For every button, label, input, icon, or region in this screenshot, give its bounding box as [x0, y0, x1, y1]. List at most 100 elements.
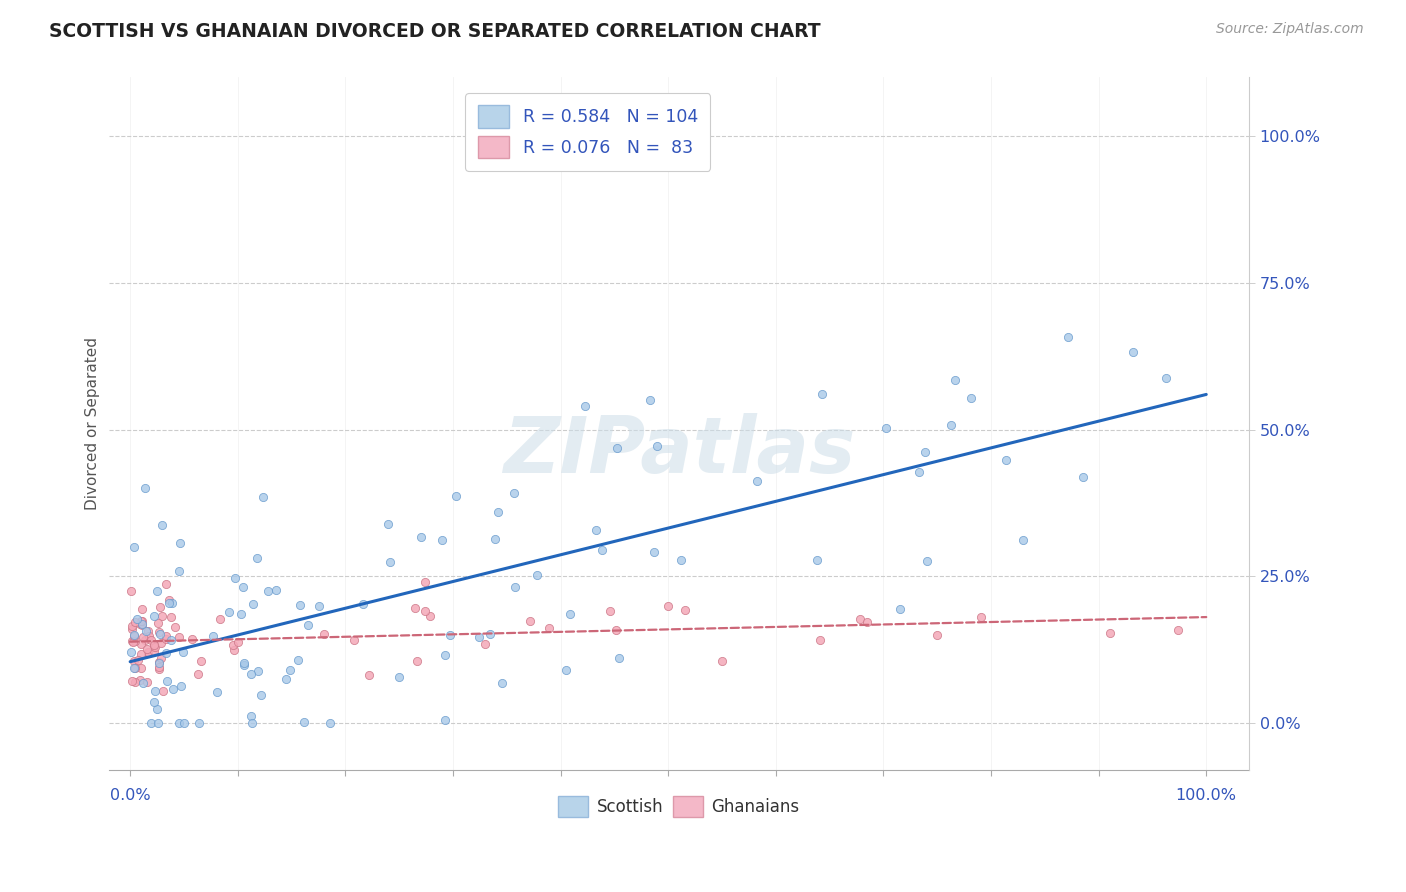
Point: [411, 529, 433, 543]
Point: [205, 684, 228, 698]
Point: [124, 615, 146, 629]
Point: [160, 595, 183, 609]
Point: [439, 628, 461, 642]
Text: SCOTTISH VS GHANAIAN DIVORCED OR SEPARATED CORRELATION CHART: SCOTTISH VS GHANAIAN DIVORCED OR SEPARAT…: [49, 22, 821, 41]
Point: [136, 624, 159, 638]
Text: 0.0%: 0.0%: [110, 788, 150, 803]
Point: [943, 373, 966, 387]
Point: [994, 452, 1017, 467]
Point: [240, 716, 263, 731]
Point: [122, 629, 145, 643]
Point: [121, 633, 143, 648]
Text: ZIPatlas: ZIPatlas: [503, 413, 855, 490]
Point: [308, 599, 330, 613]
Point: [124, 661, 146, 675]
Point: [607, 650, 630, 665]
Point: [148, 716, 170, 731]
Point: [150, 636, 173, 650]
Point: [162, 682, 184, 697]
Point: [574, 399, 596, 413]
Point: [960, 391, 983, 405]
Point: [810, 387, 832, 401]
Point: [160, 609, 183, 624]
Point: [148, 662, 170, 676]
Point: [218, 605, 240, 619]
Point: [640, 393, 662, 408]
Point: [856, 615, 879, 629]
Point: [419, 609, 441, 624]
Point: [152, 683, 174, 698]
Point: [136, 675, 159, 690]
Point: [591, 543, 613, 558]
Point: [1122, 344, 1144, 359]
Point: [278, 664, 301, 678]
Point: [446, 489, 468, 503]
Point: [434, 648, 457, 662]
Point: [415, 604, 437, 618]
Point: [187, 716, 209, 731]
Point: [970, 610, 993, 624]
Point: [222, 638, 245, 652]
Point: [143, 683, 166, 698]
Point: [152, 518, 174, 533]
Point: [127, 653, 149, 667]
Point: [173, 716, 195, 731]
Point: [124, 634, 146, 648]
Point: [167, 716, 190, 731]
Point: [519, 614, 541, 628]
Point: [143, 640, 166, 654]
Point: [503, 580, 526, 594]
Point: [159, 633, 181, 648]
Point: [190, 655, 212, 669]
Point: [710, 654, 733, 668]
Point: [558, 607, 581, 622]
Point: [747, 474, 769, 488]
Point: [139, 633, 162, 648]
Point: [136, 642, 159, 657]
Point: [142, 609, 165, 624]
Point: [1057, 330, 1080, 344]
Text: 100.0%: 100.0%: [1175, 788, 1237, 803]
Point: [889, 601, 911, 615]
Point: [252, 490, 274, 504]
Point: [148, 660, 170, 674]
Point: [122, 540, 145, 554]
Point: [150, 650, 173, 665]
Point: [127, 612, 149, 626]
Point: [129, 615, 152, 629]
Point: [148, 656, 170, 670]
Point: [599, 604, 621, 618]
Point: [129, 617, 152, 632]
Point: [377, 516, 399, 531]
Point: [146, 702, 169, 716]
Point: [148, 655, 170, 669]
Point: [232, 656, 254, 670]
Point: [122, 628, 145, 642]
Point: [131, 614, 153, 628]
Point: [266, 582, 288, 597]
Point: [526, 568, 548, 582]
Point: [143, 695, 166, 709]
Point: [239, 666, 262, 681]
Point: [142, 644, 165, 658]
Point: [239, 708, 262, 723]
Text: Source: ZipAtlas.com: Source: ZipAtlas.com: [1216, 22, 1364, 37]
Point: [1071, 470, 1094, 484]
Point: [131, 617, 153, 632]
Point: [806, 553, 828, 567]
Point: [671, 552, 693, 566]
Point: [246, 551, 269, 566]
Point: [319, 716, 342, 731]
Point: [121, 622, 143, 636]
Point: [915, 554, 938, 568]
Point: [643, 544, 665, 558]
Point: [157, 593, 180, 607]
Legend: Scottish, Ghanaians: Scottish, Ghanaians: [551, 789, 806, 824]
Point: [134, 481, 156, 495]
Point: [606, 441, 628, 455]
Point: [172, 645, 194, 659]
Point: [484, 533, 506, 547]
Point: [163, 620, 186, 634]
Point: [388, 670, 411, 684]
Point: [131, 602, 153, 616]
